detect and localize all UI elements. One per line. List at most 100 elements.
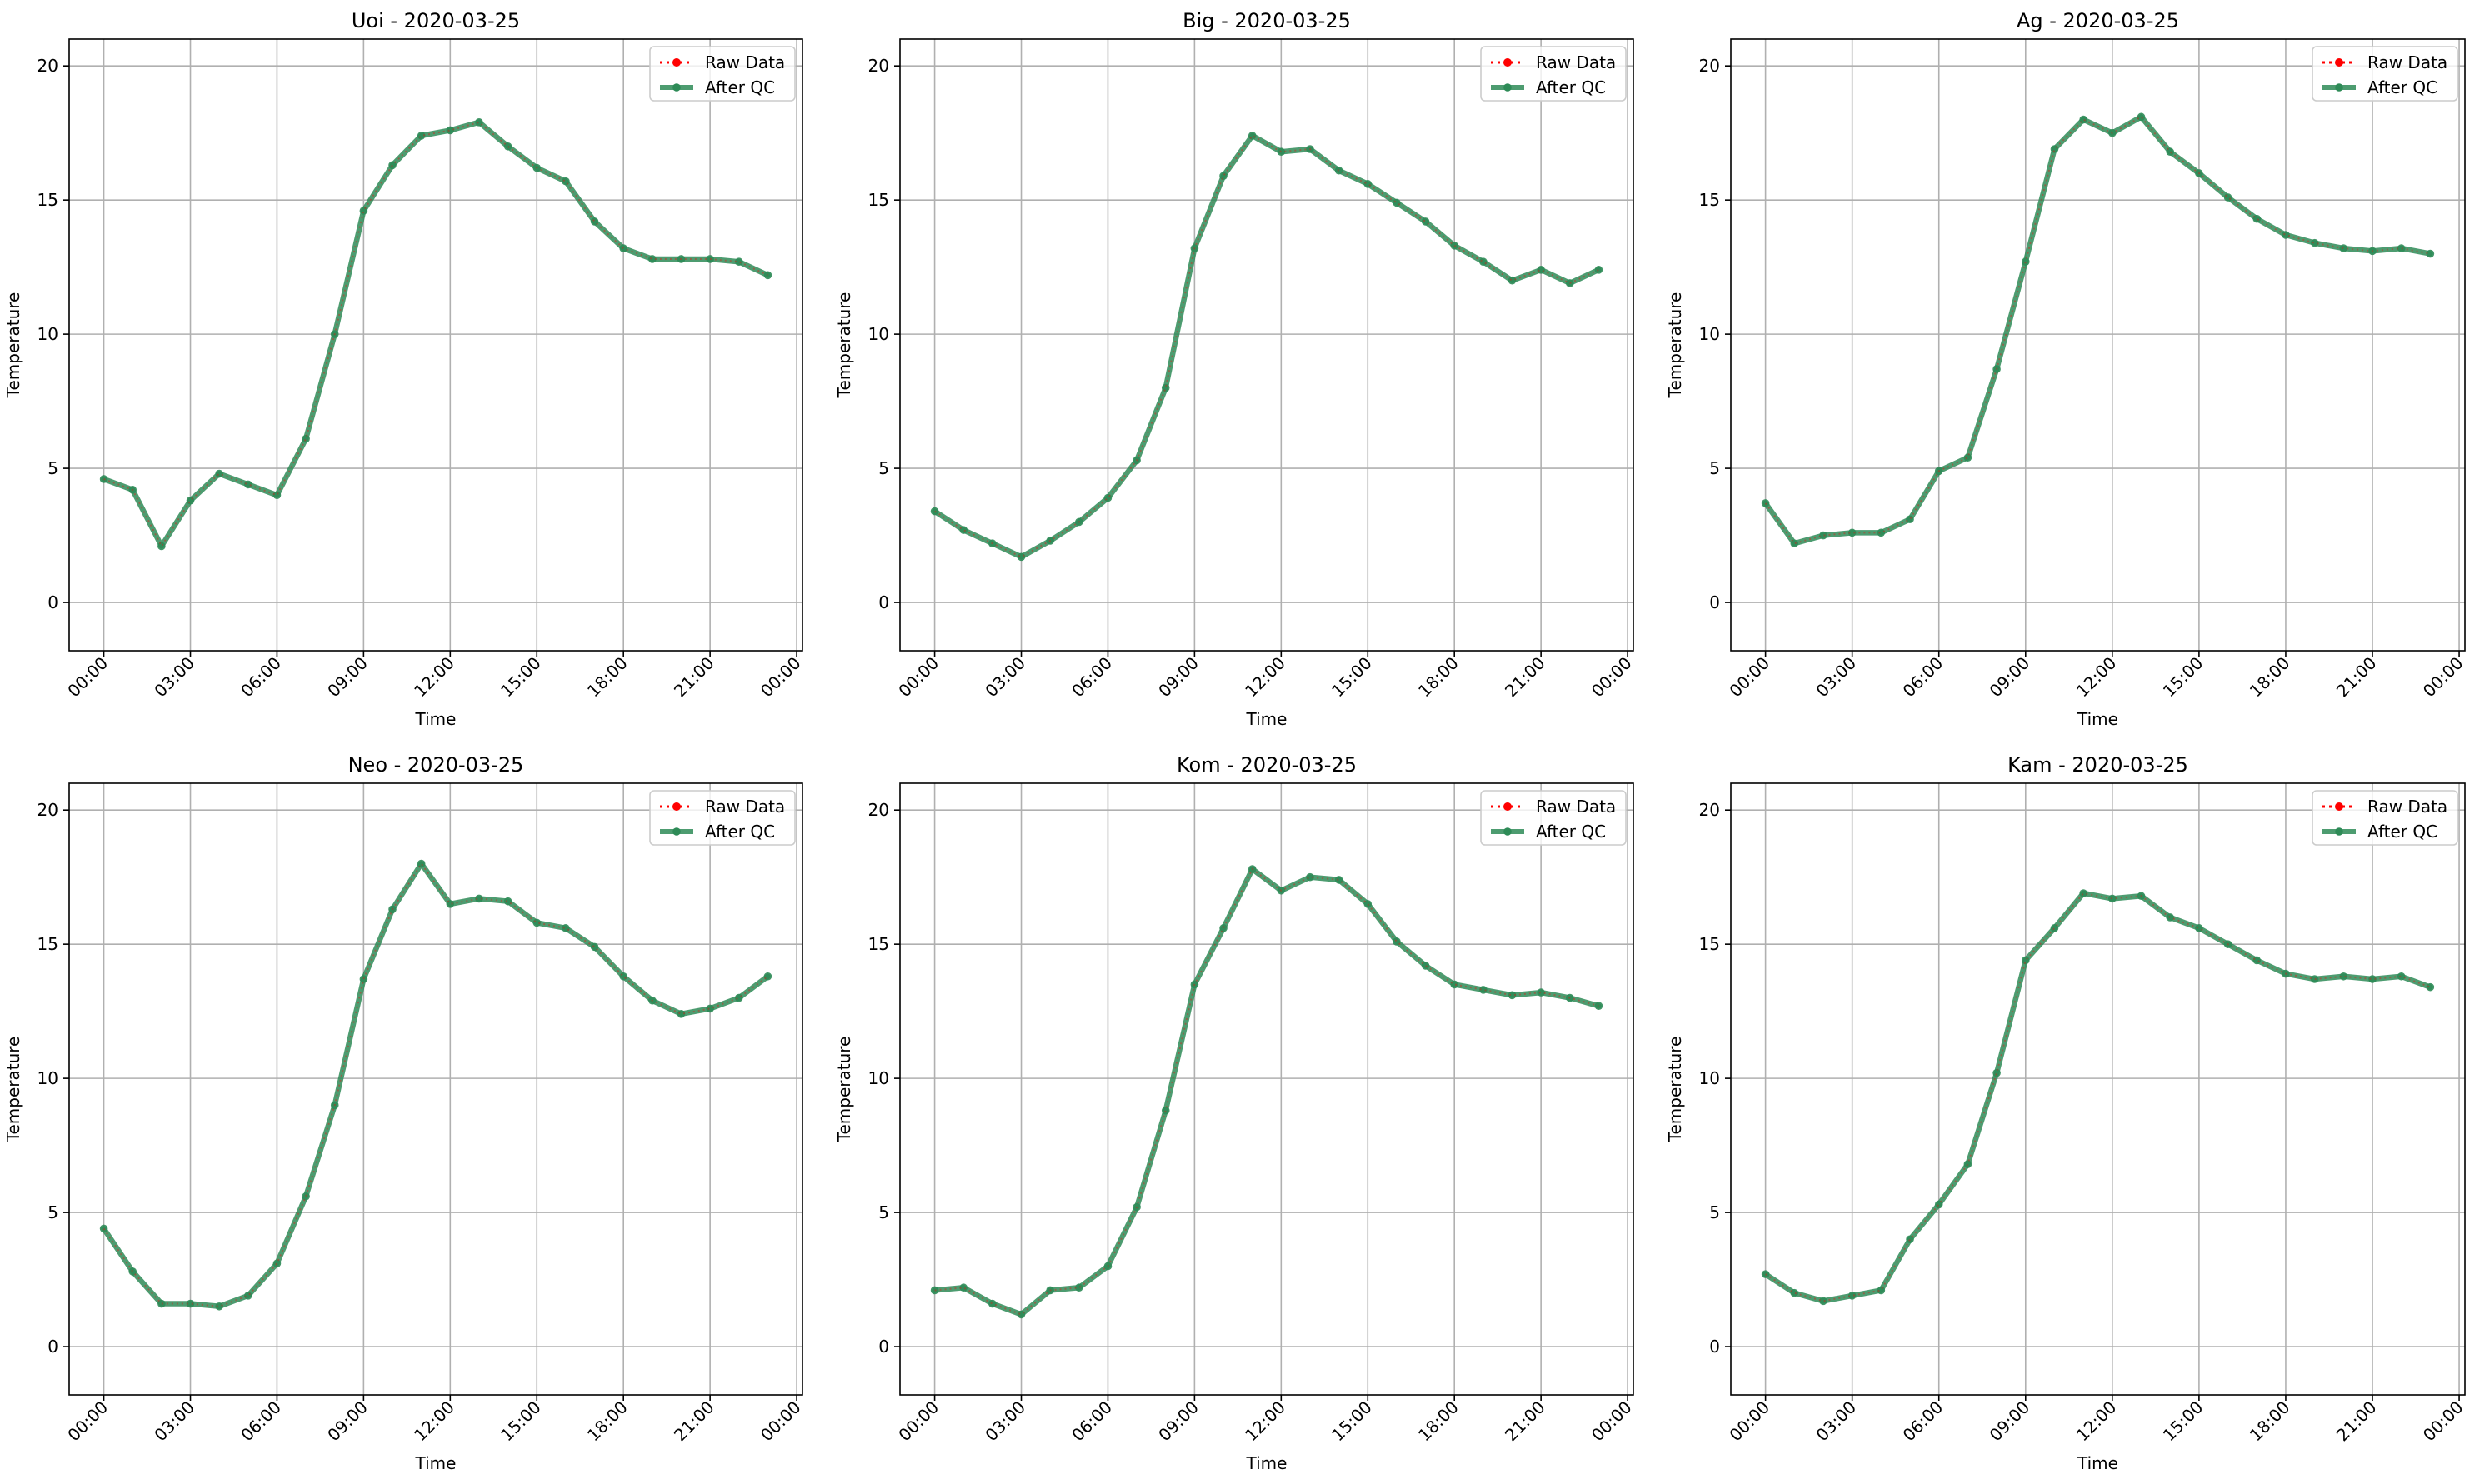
legend: Raw Data After QC: [649, 46, 796, 102]
data-point-after-qc: [244, 480, 252, 489]
x-tick-label: 00:00: [894, 653, 942, 702]
legend-label-after-qc: After QC: [1536, 822, 1606, 842]
x-tick-label: 18:00: [1414, 653, 1462, 702]
series-line-raw-data: [934, 867, 1599, 1316]
data-point-after-qc: [475, 117, 483, 127]
data-point-after-qc: [1248, 865, 1257, 873]
data-point-after-qc: [2108, 894, 2117, 903]
data-point-after-qc: [1248, 132, 1257, 140]
series-line-raw-data: [1764, 116, 2431, 545]
x-tick-label: 12:00: [410, 653, 458, 702]
data-point-after-qc: [388, 905, 397, 914]
data-point-after-qc: [2137, 892, 2146, 901]
y-tick-label: 20: [868, 800, 889, 820]
data-point-after-qc: [1421, 217, 1430, 226]
data-point-after-qc: [2368, 247, 2377, 256]
x-tick-label: 09:00: [323, 653, 372, 702]
legend-marker-raw-data: [672, 802, 681, 811]
data-point-after-qc: [2252, 956, 2262, 965]
data-point-after-qc: [590, 942, 599, 952]
data-point-after-qc: [1877, 1286, 1886, 1295]
x-tick-label: 09:00: [1986, 1397, 2034, 1446]
legend: Raw Data After QC: [2312, 46, 2458, 102]
data-point-after-qc: [1190, 244, 1199, 252]
data-point-after-qc: [648, 996, 657, 1005]
data-point-after-qc: [988, 539, 997, 548]
data-point-after-qc: [2223, 940, 2232, 948]
data-point-after-qc: [1219, 172, 1228, 180]
data-point-after-qc: [1219, 924, 1228, 932]
data-point-after-qc: [2339, 244, 2348, 252]
series-raw-data: [934, 134, 1599, 558]
data-point-after-qc: [930, 1286, 939, 1295]
legend-marker-after-qc: [2335, 83, 2343, 92]
data-point-after-qc: [272, 1259, 282, 1268]
data-point-after-qc: [1479, 986, 1488, 994]
data-point-after-qc: [158, 542, 166, 551]
series-after-qc: [930, 865, 1603, 1319]
axes-frame: [899, 782, 1634, 1396]
data-point-after-qc: [2050, 924, 2059, 932]
y-tick-label: 20: [1699, 800, 1720, 820]
data-point-after-qc: [1190, 980, 1199, 989]
x-tick-label: 09:00: [323, 1397, 372, 1446]
data-point-after-qc: [1392, 937, 1401, 946]
y-tick-label: 10: [38, 324, 58, 344]
data-point-after-qc: [562, 177, 570, 186]
legend: Raw Data After QC: [649, 790, 796, 846]
data-point-after-qc: [1363, 180, 1372, 188]
data-point-after-qc: [359, 207, 368, 215]
data-point-after-qc: [272, 491, 282, 500]
subplot-1: Uoi - 2020-03-25 0 5 10 15 20 00:00 03:00 06:00 0…: [3, 9, 805, 729]
subplot-title: Kam - 2020-03-25: [2008, 753, 2188, 777]
grid-lines: [69, 39, 802, 651]
data-point-after-qc: [302, 1192, 310, 1201]
data-point-after-qc: [2137, 112, 2146, 122]
x-tick-label: 00:00: [63, 1397, 112, 1446]
data-point-after-qc: [1132, 456, 1141, 465]
series-line-raw-data: [103, 121, 768, 548]
x-axis-label: Time: [1246, 1453, 1288, 1473]
series-line-raw-data: [102, 862, 769, 1307]
y-tick-label: 0: [1709, 1337, 1720, 1357]
data-point-after-qc: [1103, 1262, 1112, 1271]
series-line-after-qc: [101, 119, 771, 549]
data-point-after-qc: [330, 1101, 339, 1110]
y-tick-label: 0: [48, 1337, 58, 1357]
data-point-after-qc: [1103, 493, 1112, 502]
axes-frame: [68, 38, 803, 652]
data-point-after-qc: [2426, 249, 2435, 258]
series-raw-data: [103, 121, 768, 548]
data-point-after-qc: [1594, 266, 1603, 274]
data-point-after-qc: [128, 486, 138, 494]
x-tick-label: 12:00: [2072, 653, 2121, 702]
y-tick-label: 20: [868, 56, 889, 76]
data-point-after-qc: [1132, 1202, 1141, 1212]
x-axis-label: Time: [415, 1453, 457, 1473]
data-point-after-qc: [503, 897, 512, 906]
y-tick-label: 5: [878, 458, 889, 478]
axes-frame: [1730, 38, 2466, 652]
grid-lines: [900, 39, 1633, 651]
data-point-after-qc: [2282, 231, 2290, 239]
y-tick-label: 0: [1709, 592, 1720, 612]
legend: Raw Data After QC: [2312, 790, 2458, 846]
x-tick-label: 12:00: [2072, 1397, 2121, 1446]
data-point-after-qc: [446, 900, 455, 908]
subplot-title: Kom - 2020-03-25: [1177, 753, 1357, 777]
data-point-after-qc: [1906, 515, 1914, 524]
data-point-after-qc: [763, 271, 772, 280]
data-point-after-qc: [215, 1302, 223, 1311]
x-tick-label: 21:00: [2332, 653, 2381, 702]
data-point-after-qc: [1450, 980, 1458, 989]
data-point-after-qc: [2282, 969, 2290, 978]
legend-label-after-qc: After QC: [2368, 822, 2438, 842]
x-tick-label: 00:00: [894, 1397, 942, 1446]
data-point-after-qc: [1934, 467, 1943, 476]
data-point-after-qc: [417, 132, 426, 140]
data-point-after-qc: [532, 163, 542, 172]
x-tick-label: 15:00: [1328, 1397, 1376, 1446]
data-point-after-qc: [1877, 528, 1886, 537]
x-tick-label: 15:00: [1328, 653, 1376, 702]
x-tick-label: 06:00: [237, 653, 285, 702]
